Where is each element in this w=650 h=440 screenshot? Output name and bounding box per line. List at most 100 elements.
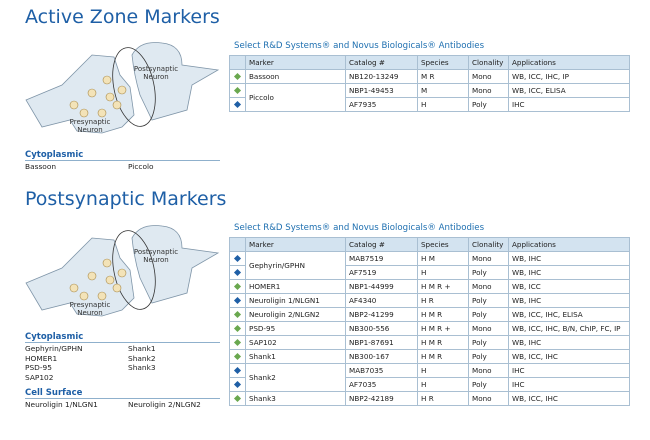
species-cell: H R — [417, 293, 469, 308]
clonality-cell: Poly — [468, 349, 509, 364]
list-heading: Cytoplasmic — [25, 332, 220, 343]
catalog-cell: AF4340 — [345, 293, 418, 308]
marker-cell: Piccolo — [245, 83, 346, 112]
table-caption: Select R&D Systems® and Novus Biological… — [234, 41, 485, 51]
clonality-cell: Poly — [468, 265, 509, 280]
section-title: Active Zone Markers — [25, 6, 220, 28]
bullet-cell — [229, 69, 246, 84]
marker-cell: PSD-95 — [245, 321, 346, 336]
applications-cell: WB, ICC, IHC — [508, 391, 630, 406]
diagram-shape — [112, 100, 122, 110]
diagram-shape — [105, 92, 115, 102]
post-label-line: Postsynaptic — [134, 65, 178, 73]
list-item: Piccolo — [128, 162, 154, 171]
brand-diamond — [233, 324, 242, 333]
list-item: HOMER1 — [25, 353, 58, 363]
applications-cell: IHC — [508, 363, 630, 378]
marker-cell: Shank3 — [245, 391, 346, 406]
pre-label-line: Presynaptic — [70, 301, 111, 309]
species-cell: H M R — [417, 307, 469, 322]
applications-cell: WB, ICC, IHC, ELISA — [508, 307, 630, 322]
antibody-table: Marker Catalog # Species Clonality Applicati… — [229, 237, 630, 406]
diagram-shape — [97, 108, 107, 118]
header-cell: Catalog # — [345, 55, 418, 70]
bullet-cell — [229, 265, 246, 280]
clonality-cell: Poly — [468, 97, 509, 112]
marker-cell: Neuroligin 1/NLGN1 — [245, 293, 346, 308]
header-cell: Clonality — [468, 55, 509, 70]
diagram-shape — [117, 268, 127, 278]
list-item: Neuroligin 2/NLGN2 — [128, 400, 201, 409]
applications-cell: IHC — [508, 97, 630, 112]
clonality-cell: Mono — [468, 321, 509, 336]
diagram-shape — [131, 225, 220, 304]
neuron-diagram: Postsynaptic Neuron Presynaptic Neuron — [25, 225, 220, 317]
species-cell: H R — [417, 391, 469, 406]
list-item: Bassoon — [25, 162, 57, 171]
diagram-shape — [69, 100, 79, 110]
clonality-cell: Mono — [468, 83, 509, 98]
bullet-cell — [229, 363, 246, 378]
table-row: Piccolo NBP1-49453 M Mono WB, ICC, ELISA — [229, 83, 630, 112]
post-label-line: Postsynaptic — [134, 248, 178, 256]
clonality-cell: Mono — [468, 363, 509, 378]
bullet-cell — [229, 293, 246, 308]
header-cell: Species — [417, 237, 469, 252]
clonality-cell: Poly — [468, 293, 509, 308]
catalog-cell: AF7935 — [345, 97, 418, 112]
marker-cell: SAP102 — [245, 335, 346, 350]
diagram-shape — [112, 47, 156, 127]
catalog-cell: NBP1-44999 — [345, 279, 418, 294]
brand-diamond — [233, 338, 242, 347]
brand-diamond — [233, 394, 242, 403]
table-row: Gephyrin/GPHN MAB7519 H M Mono WB, IHC — [229, 251, 630, 280]
table-row: AF7519 H Poly WB, IHC — [229, 265, 630, 280]
list-item: Gephyrin/GPHN — [25, 344, 83, 353]
table-caption: Select R&D Systems® and Novus Biological… — [234, 223, 485, 233]
species-cell: H M R + — [417, 321, 469, 336]
bullet-cell — [229, 321, 246, 336]
header-row: Marker Catalog # Species Clonality Applicati… — [229, 237, 630, 252]
brand-diamond — [233, 86, 242, 95]
marker-cell: Bassoon — [245, 69, 346, 84]
antibody-table: Marker Catalog # Species Clonality Applicati… — [229, 55, 630, 112]
applications-cell: WB, ICC, ELISA — [508, 83, 630, 98]
catalog-cell: AF7519 — [345, 265, 418, 280]
applications-cell: WB, IHC — [508, 265, 630, 280]
brand-diamond — [233, 366, 242, 375]
bullet-cell — [229, 349, 246, 364]
brand-diamond — [233, 100, 242, 109]
header-cell — [229, 55, 246, 70]
diagram-shape — [102, 75, 112, 85]
diagram-shape — [69, 283, 79, 293]
bullet-cell — [229, 307, 246, 322]
clonality-cell: Poly — [468, 377, 509, 392]
diagram-shape — [112, 283, 122, 293]
bullet-cell — [229, 83, 246, 98]
table-row: AF7035 H Poly IHC — [229, 377, 630, 392]
table-row: HOMER1 NBP1-44999 H M R + Mono WB, ICC — [229, 279, 630, 294]
applications-cell: WB, IHC — [508, 251, 630, 266]
clonality-cell: Mono — [468, 251, 509, 266]
species-cell: H — [417, 377, 469, 392]
species-cell: M R — [417, 69, 469, 84]
table-row: Neuroligin 1/NLGN1 AF4340 H R Poly WB, IHC — [229, 293, 630, 308]
pre-label: Presynaptic Neuron — [70, 118, 111, 134]
table-row: AF7935 H Poly IHC — [229, 97, 630, 112]
table-row: Bassoon NB120-13249 M R Mono WB, ICC, IHC, I… — [229, 69, 630, 84]
clonality-cell: Poly — [468, 307, 509, 322]
species-cell: H M R — [417, 349, 469, 364]
diagram-shape — [25, 237, 135, 317]
marker-cell: Neuroligin 2/NLGN2 — [245, 307, 346, 322]
species-cell: H — [417, 97, 469, 112]
header-cell: Marker — [245, 55, 346, 70]
clonality-cell: Mono — [468, 69, 509, 84]
marker-cell: Shank1 — [245, 349, 346, 364]
applications-cell: IHC — [508, 377, 630, 392]
pre-label-line: Neuron — [77, 126, 102, 134]
pre-label: Presynaptic Neuron — [70, 301, 111, 317]
catalog-cell: NB300-556 — [345, 321, 418, 336]
diagram-shape — [97, 291, 107, 301]
post-label: Postsynaptic Neuron — [134, 248, 178, 264]
